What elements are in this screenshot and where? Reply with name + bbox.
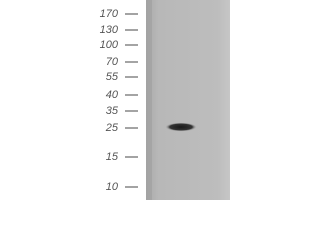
gel-lane-area (146, 0, 230, 200)
marker-label: 70 (106, 56, 119, 68)
marker-label: 55 (106, 71, 119, 83)
protein-band (165, 122, 197, 132)
marker-label: 15 (106, 151, 119, 163)
marker-label: 40 (106, 89, 119, 101)
page: {"blot": {"markers": ["170", "130", "100… (99, 0, 230, 200)
western-blot: 170 130 100 70 55 40 35 25 15 10 (100, 0, 230, 200)
marker-ladder: 170 130 100 70 55 40 35 25 15 10 (100, 8, 138, 193)
marker-label: 35 (106, 105, 119, 117)
marker-label: 170 (100, 8, 119, 20)
marker-label: 25 (105, 122, 119, 134)
marker-label: 100 (100, 39, 119, 51)
marker-label: 10 (106, 181, 119, 193)
gel-edge (146, 0, 152, 200)
marker-label: 130 (100, 24, 119, 36)
